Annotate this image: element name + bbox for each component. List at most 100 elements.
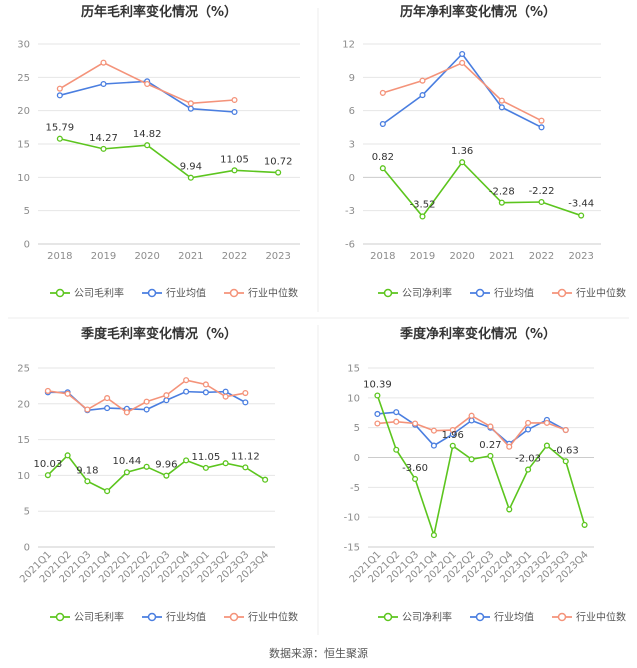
legend-label: 行业均值 [494, 611, 534, 624]
data-point-company [543, 442, 550, 449]
data-point-industry_avg [374, 410, 381, 417]
y-tick-label: 0 [349, 173, 355, 184]
y-tick-label: 0 [354, 453, 360, 464]
data-label: 10.44 [113, 456, 142, 467]
legend-label: 公司净利率 [402, 611, 452, 624]
legend-marker [55, 288, 65, 298]
chart-title: 历年毛利率变化情况（%） [81, 4, 237, 20]
data-point-company [393, 446, 400, 453]
data-point-industry_median [419, 77, 426, 84]
legend-item-company[interactable]: 公司净利率 [378, 611, 452, 624]
data-point-industry_avg [525, 426, 532, 433]
data-label: 10.39 [363, 380, 392, 391]
data-label: -2.28 [489, 187, 515, 198]
data-point-industry_median [222, 393, 229, 400]
data-point-industry_median [231, 96, 238, 104]
data-point-company [231, 167, 238, 174]
data-label: 11.05 [220, 154, 249, 165]
data-point-industry_avg [187, 105, 194, 112]
y-tick-label: 5 [24, 507, 30, 518]
data-point-industry_median [538, 117, 545, 124]
series-line-company [59, 137, 279, 179]
data-point-company [275, 169, 282, 176]
legend-label: 行业均值 [166, 287, 206, 300]
legend-item-industry_median[interactable]: 行业中位数 [224, 287, 298, 300]
data-label: 9.94 [180, 162, 202, 173]
data-point-company [64, 452, 71, 459]
data-label: -3.52 [410, 199, 436, 210]
data-label: 15.79 [46, 123, 75, 134]
data-label: -3.44 [568, 199, 594, 210]
data-label: 0.27 [479, 440, 501, 451]
legend-item-industry_median[interactable]: 行业中位数 [552, 611, 626, 624]
x-tick-label: 2018 [47, 251, 72, 262]
legend-marker [557, 612, 567, 622]
y-tick-label: -5 [350, 483, 360, 494]
data-point-company [144, 142, 151, 149]
y-tick-label: 25 [17, 364, 30, 375]
data-point-company [44, 472, 51, 479]
data-point-company [487, 452, 494, 459]
data-point-industry_median [498, 97, 505, 104]
data-point-company [242, 464, 249, 471]
data-point-industry_median [459, 59, 466, 66]
data-point-industry_avg [468, 417, 475, 424]
data-point-company [412, 475, 419, 483]
data-point-industry_median [163, 392, 170, 399]
data-point-company [430, 532, 437, 539]
legend-item-industry_avg[interactable]: 行业均值 [142, 287, 206, 300]
x-tick-label: 2019 [410, 251, 435, 262]
data-label: 14.82 [133, 129, 162, 140]
legend-marker [55, 612, 65, 622]
legend-label: 行业中位数 [576, 611, 626, 624]
legend-item-company[interactable]: 公司净利率 [378, 287, 452, 300]
legend-item-industry_median[interactable]: 行业中位数 [552, 287, 626, 300]
y-tick-label: -10 [344, 513, 360, 524]
legend-item-company[interactable]: 公司毛利率 [50, 287, 124, 300]
y-tick-label: 10 [17, 471, 30, 482]
data-point-industry_median [187, 100, 194, 107]
data-label: 1.96 [442, 430, 464, 441]
series-line-company [382, 160, 582, 218]
chart-title: 季度毛利率变化情况（%） [80, 326, 237, 342]
data-point-industry_median [562, 427, 569, 434]
legend-item-industry_median[interactable]: 行业中位数 [224, 611, 298, 624]
legend-item-industry_avg[interactable]: 行业均值 [470, 611, 534, 624]
y-tick-label: 0 [24, 240, 30, 251]
series-line-industry_median [382, 61, 542, 122]
x-tick-label: 2023 [568, 251, 593, 262]
data-point-industry_avg [100, 80, 107, 88]
legend-item-industry_avg[interactable]: 行业均值 [142, 611, 206, 624]
data-point-industry_avg [242, 399, 249, 406]
y-tick-label: 15 [17, 435, 30, 446]
y-tick-label: 30 [17, 40, 30, 51]
data-label: 10.03 [34, 459, 63, 470]
data-point-company [222, 460, 229, 467]
y-tick-label: 5 [24, 206, 30, 217]
legend-label: 公司净利率 [402, 287, 452, 300]
data-point-industry_median [44, 387, 51, 394]
data-point-industry_avg [56, 92, 63, 99]
data-point-industry_median [468, 412, 475, 419]
data-point-industry_avg [202, 389, 209, 396]
data-point-industry_median [379, 89, 386, 96]
data-point-industry_median [487, 423, 494, 430]
data-label: 1.36 [451, 146, 473, 157]
y-tick-label: 15 [17, 140, 30, 151]
y-tick-label: 0 [24, 543, 30, 554]
legend-label: 行业中位数 [576, 287, 626, 300]
y-tick-label: -3 [345, 206, 355, 217]
data-point-company [506, 506, 513, 513]
y-tick-label: 6 [349, 106, 355, 117]
data-point-industry_avg [163, 397, 170, 404]
data-point-industry_median [506, 443, 513, 450]
data-point-industry_median [412, 420, 419, 427]
data-point-industry_median [100, 59, 107, 66]
legend-item-industry_avg[interactable]: 行业均值 [470, 287, 534, 300]
x-tick-label: 2018 [370, 251, 395, 262]
data-point-company [498, 199, 505, 206]
legend-item-company[interactable]: 公司毛利率 [50, 611, 124, 624]
legend-marker [475, 288, 485, 298]
legend-label: 行业均值 [494, 287, 534, 300]
data-point-industry_avg [498, 104, 505, 111]
